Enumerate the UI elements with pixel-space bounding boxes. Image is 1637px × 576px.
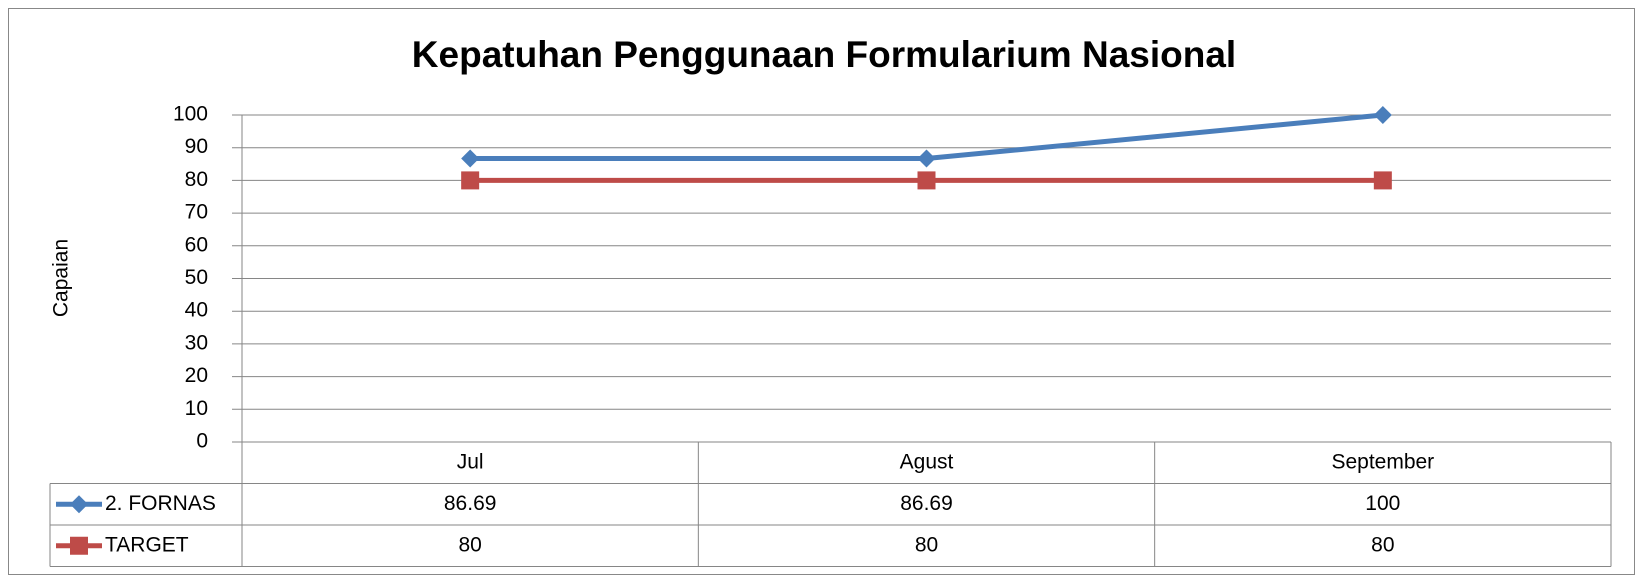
data-point	[917, 149, 936, 168]
y-tick-label: 90	[185, 135, 208, 158]
legend-label: TARGET	[105, 533, 189, 556]
data-point	[917, 171, 936, 190]
x-tick-label: September	[1331, 450, 1434, 473]
y-tick-label: 50	[185, 266, 208, 289]
y-tick-label: 100	[173, 103, 208, 126]
y-tick-label: 70	[185, 201, 208, 224]
table-value: 80	[458, 533, 481, 556]
legend-marker	[70, 495, 88, 514]
table-value: 80	[915, 533, 938, 556]
data-point	[461, 171, 480, 190]
y-tick-label: 40	[185, 299, 208, 322]
y-tick-label: 30	[185, 331, 208, 354]
chart-border	[8, 8, 1635, 575]
y-tick-label: 0	[196, 430, 208, 453]
x-tick-label: Jul	[457, 450, 484, 473]
legend-label: 2. FORNAS	[105, 492, 216, 515]
y-axis-label: Capaian	[50, 239, 73, 317]
data-point	[1373, 171, 1392, 190]
y-tick-label: 10	[185, 397, 208, 420]
table-value: 86.69	[444, 492, 497, 515]
chart-title: Kepatuhan Penggunaan Formularium Nasiona…	[412, 34, 1236, 75]
data-point	[1373, 106, 1392, 124]
table-value: 100	[1365, 492, 1400, 515]
legend-marker	[70, 536, 88, 555]
y-tick-label: 20	[185, 364, 208, 387]
y-tick-label: 80	[185, 168, 208, 191]
table-value: 80	[1371, 533, 1394, 556]
table-value: 86.69	[900, 492, 953, 515]
y-tick-label: 60	[185, 233, 208, 256]
data-point	[461, 149, 480, 168]
x-tick-label: Agust	[900, 450, 954, 473]
